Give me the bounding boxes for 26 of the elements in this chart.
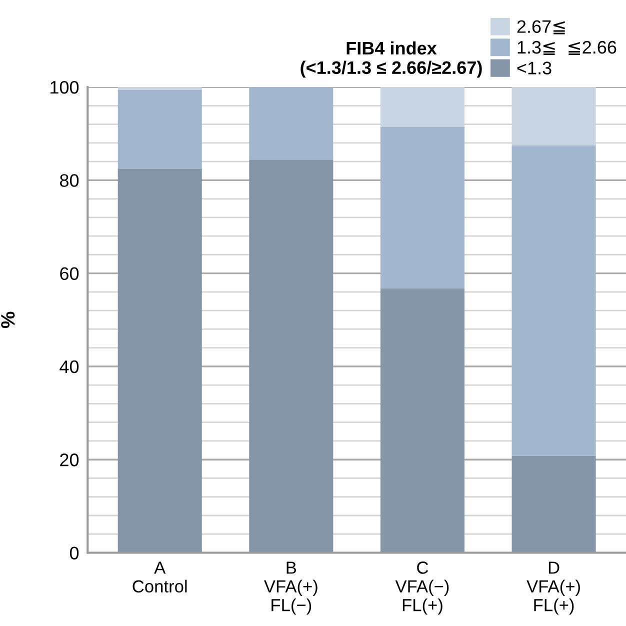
bar xyxy=(118,168,202,553)
legend-label: 2.67≦ xyxy=(517,20,565,34)
bar xyxy=(380,87,464,127)
chart-title: FIB4 index (<1.3/1.3 ≤ 2.66/≥2.67) xyxy=(300,41,482,78)
legend-label: 1.3≦ ≦2.66 xyxy=(518,40,616,56)
y-tick-label: 40 xyxy=(60,360,79,374)
bar xyxy=(249,160,334,553)
x-tick-label: A Control xyxy=(132,562,187,593)
y-axis-title: % xyxy=(1,312,15,328)
y-tick-label: 80 xyxy=(60,174,79,187)
bar xyxy=(512,145,596,456)
y-tick-label: 60 xyxy=(60,267,79,280)
x-tick-label: C VFA(−) FL(+) xyxy=(395,562,449,615)
bar xyxy=(249,87,334,160)
y-tick-label: 0 xyxy=(70,546,79,560)
x-tick-label: B VFA(+) FL(−) xyxy=(264,562,318,615)
bar xyxy=(118,90,202,169)
x-tick-label: D VFA(+) FL(+) xyxy=(526,562,580,615)
bar xyxy=(380,126,464,288)
bar xyxy=(512,87,596,146)
legend-label: <1.3 xyxy=(517,62,552,74)
bar xyxy=(118,87,202,90)
bar xyxy=(380,288,464,553)
bar xyxy=(512,456,596,553)
y-tick-label: 100 xyxy=(50,80,79,94)
y-tick-label: 20 xyxy=(60,454,79,466)
